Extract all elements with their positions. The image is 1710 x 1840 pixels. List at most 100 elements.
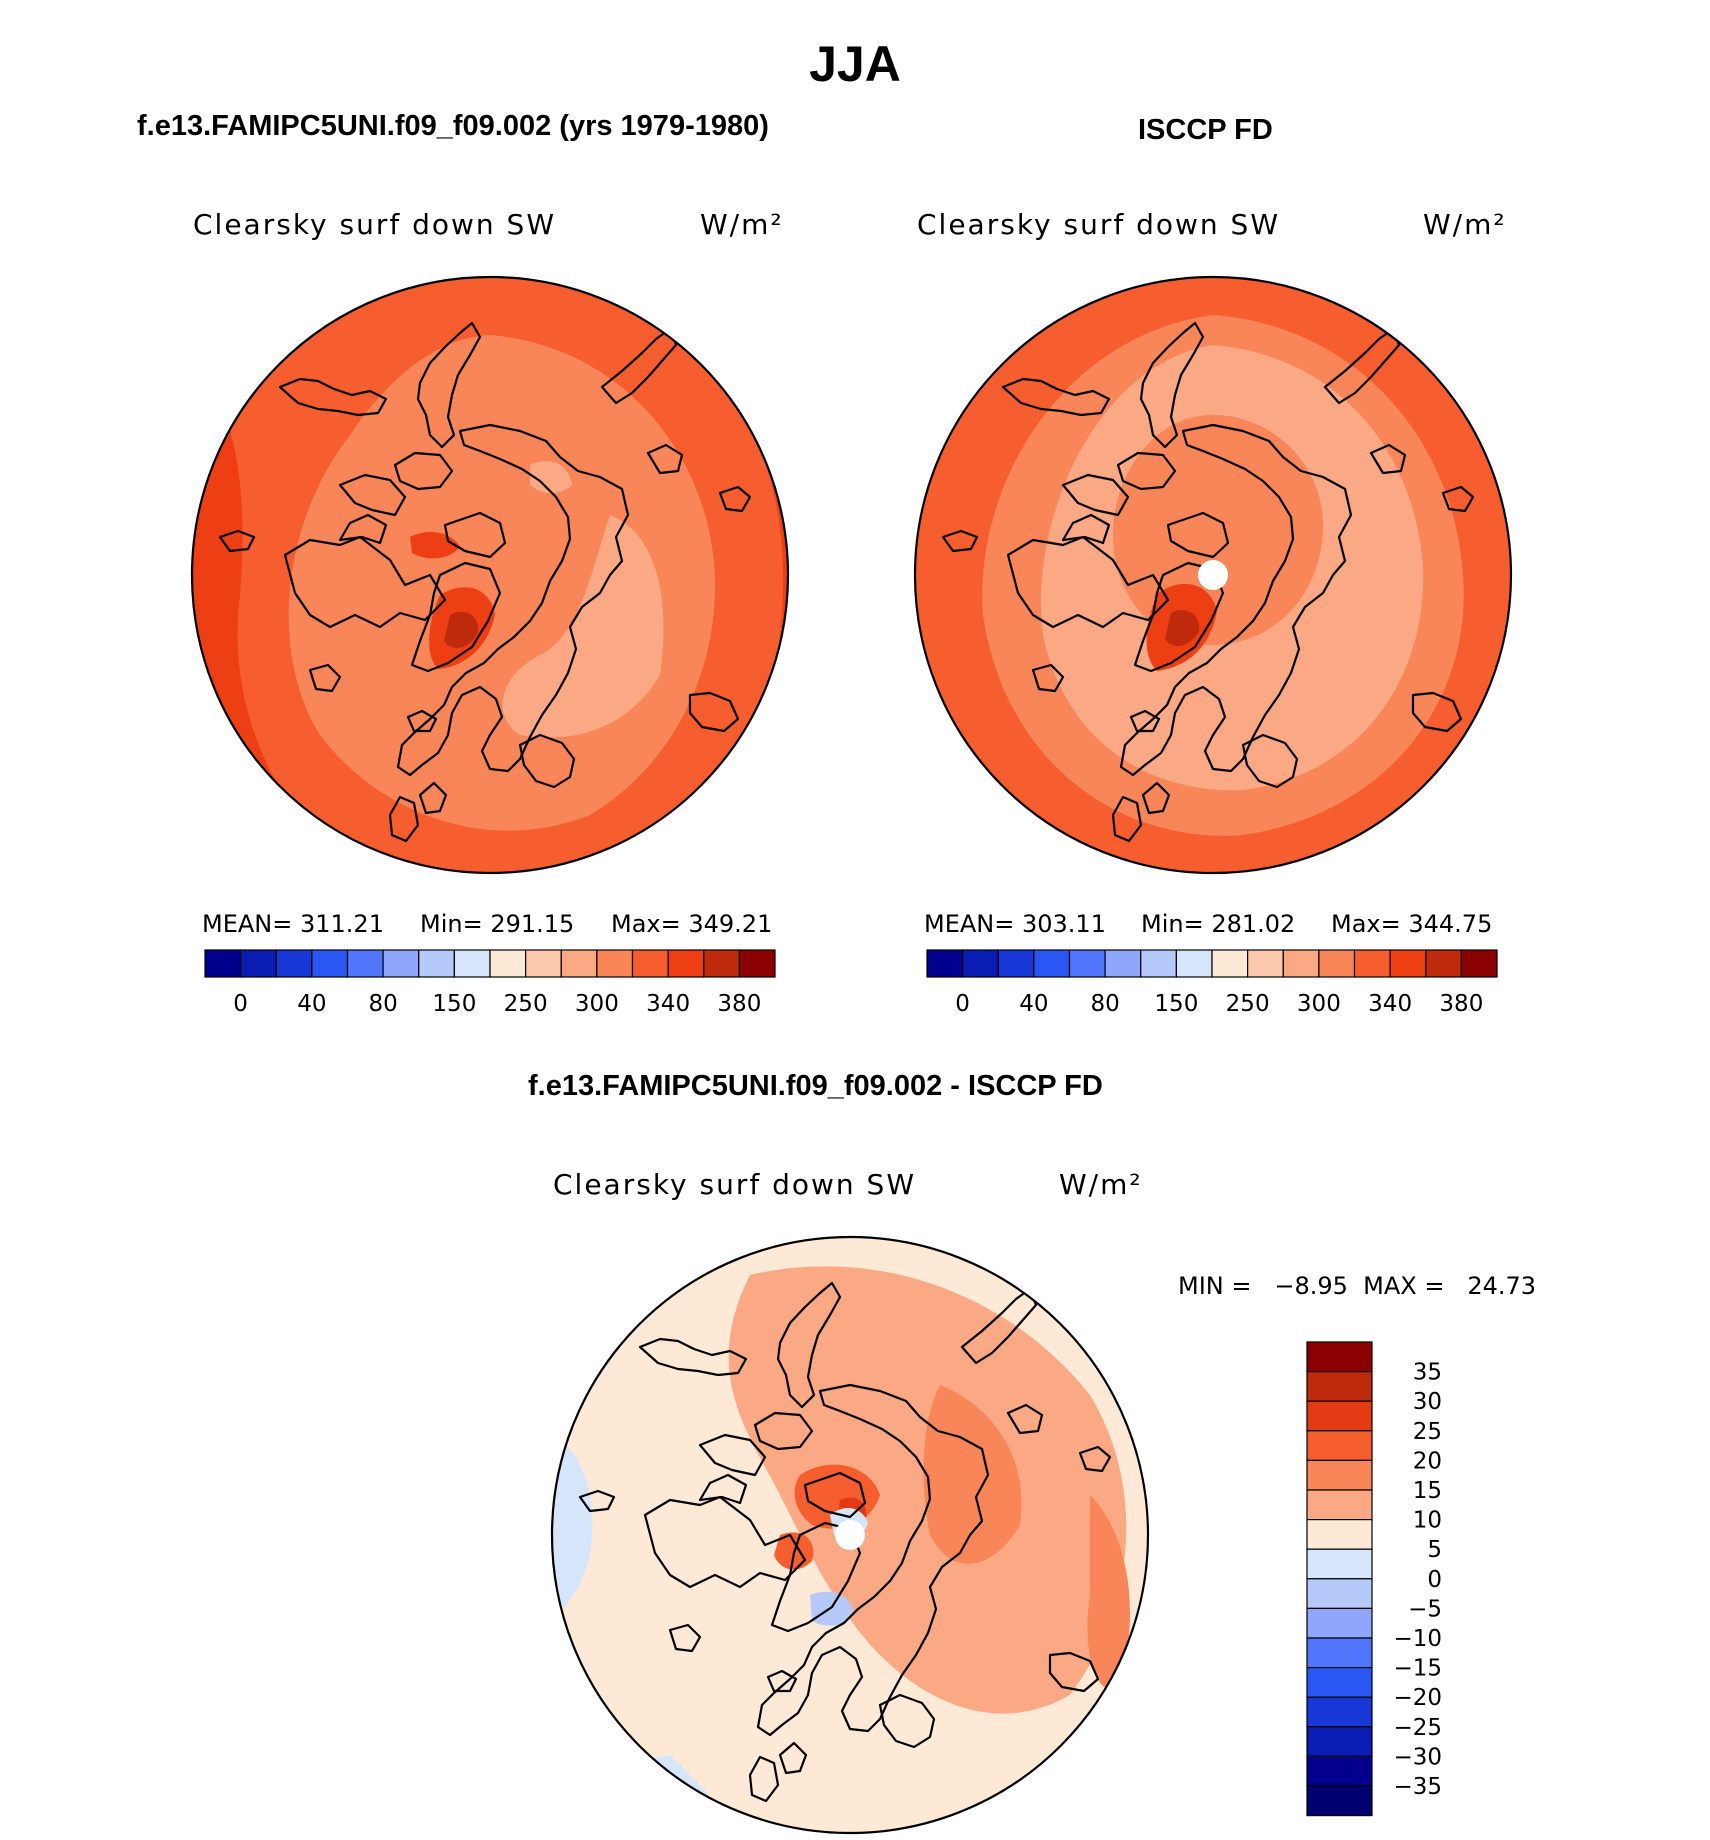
colorbar-3-tick-8: −5 — [1408, 1596, 1442, 1622]
map-2-boundary — [913, 275, 1513, 875]
panel-2-case-title: ISCCP FD — [1138, 114, 1273, 146]
diff-stats: MIN = −8.95 MAX = 24.73 — [1178, 1272, 1537, 1300]
map-3-coastline-4 — [803, 1471, 867, 1519]
colorbar-3-tick-13: −30 — [1393, 1744, 1442, 1770]
panel-2-mean: MEAN= 303.11 — [924, 910, 1106, 938]
season-title: JJA — [809, 36, 901, 92]
panel-2-units: W/m² — [1423, 208, 1507, 241]
panel-1-map — [190, 275, 790, 875]
map-2-coastline-8 — [1119, 423, 1353, 777]
colorbar-1-box-14 — [703, 949, 740, 978]
map-3-coastline-14 — [638, 1337, 748, 1377]
map-1-coastline-17 — [218, 529, 256, 553]
map-1-coastline-14 — [278, 377, 388, 417]
colorbar-2-box-13 — [1389, 949, 1427, 978]
colorbar-2-box-12 — [1353, 949, 1391, 978]
panel-1-max: Max= 349.21 — [611, 910, 773, 938]
panel-2-colorbar: 0 40 80 150 250 300 340 380 — [926, 949, 1498, 1017]
map-1-region-8 — [444, 611, 479, 648]
map-2-coastline-2 — [1061, 473, 1130, 517]
map-3-coastline-16 — [1078, 1445, 1112, 1473]
colorbar-1-tick-6: 340 — [646, 991, 690, 1017]
map-1-coastline-11 — [388, 795, 420, 843]
colorbar-2-box-3 — [1033, 949, 1071, 978]
diff-variable: Clearsky surf down SW — [553, 1168, 917, 1201]
colorbar-2-box-10 — [1282, 949, 1320, 978]
diff-case-title: f.e13.FAMIPC5UNI.f09_f09.002 - ISCCP FD — [528, 1070, 1103, 1102]
panel-1-case-title: f.e13.FAMIPC5UNI.f09_f09.002 (yrs 1979-1… — [137, 110, 769, 142]
map-1-coastline-4 — [443, 511, 507, 559]
colorbar-1-tick-0: 0 — [233, 991, 248, 1017]
colorbar-3-box-7 — [1306, 1548, 1373, 1580]
map-1-coastline-2 — [338, 473, 407, 517]
colorbar-1-tick-5: 300 — [575, 991, 619, 1017]
map-3-region-2 — [923, 1385, 1022, 1564]
colorbar-2-tick-1: 40 — [1019, 991, 1048, 1017]
map-2-coastline-7 — [1139, 321, 1205, 449]
map-3-coastline-9 — [960, 1287, 1038, 1365]
colorbar-1-box-12 — [631, 949, 669, 978]
colorbar-2-box-6 — [1140, 949, 1177, 978]
map-2-coastline-13 — [1031, 663, 1065, 693]
panel-1-min: Min= 291.15 — [420, 910, 575, 938]
colorbar-2-tick-6: 340 — [1368, 991, 1412, 1017]
colorbar-2-tick-0: 0 — [955, 991, 970, 1017]
map-2-coastline-9 — [1323, 327, 1401, 405]
colorbar-3-box-14 — [1306, 1755, 1373, 1787]
panel-1-units: W/m² — [700, 208, 784, 241]
colorbar-2-box-2 — [997, 949, 1035, 978]
colorbar-3-tick-2: 25 — [1413, 1419, 1442, 1445]
map-3-pole-gap — [835, 1520, 865, 1550]
colorbar-3-tick-9: −10 — [1393, 1626, 1442, 1652]
colorbar-1-box-11 — [596, 949, 634, 978]
map-1-coastline-18 — [518, 733, 576, 789]
map-2-coastline-6 — [1129, 709, 1161, 733]
colorbar-3-box-15 — [1306, 1785, 1373, 1817]
map-3-coastline-15 — [1006, 1403, 1044, 1435]
map-1-coastline-7 — [416, 321, 482, 449]
colorbar-1-box-5 — [382, 949, 420, 978]
map-2-coastline-17 — [941, 529, 979, 553]
colorbar-1-box-9 — [525, 949, 562, 978]
colorbar-3-box-2 — [1306, 1400, 1373, 1432]
panel-1-colorbar: 0 40 80 150 250 300 340 380 — [204, 949, 776, 1017]
colorbar-1-box-8 — [489, 949, 527, 978]
colorbar-2-box-11 — [1318, 949, 1356, 978]
colorbar-1-box-3 — [311, 949, 349, 978]
colorbar-1-tick-1: 40 — [297, 991, 326, 1017]
colorbar-1-box-1 — [240, 949, 277, 978]
colorbar-2-box-8 — [1211, 949, 1249, 978]
map-3-coastline-8 — [756, 1383, 990, 1737]
map-3-coastline-6 — [766, 1669, 798, 1693]
colorbar-3-box-5 — [1306, 1489, 1373, 1521]
map-3-coastline-2 — [698, 1433, 767, 1477]
colorbar-3-tick-10: −15 — [1393, 1656, 1442, 1682]
colorbar-3-box-3 — [1306, 1430, 1373, 1462]
map-1-coastline-0 — [283, 535, 447, 629]
colorbar-3-box-9 — [1306, 1607, 1373, 1639]
map-1-coastline-6 — [406, 709, 438, 733]
diff-map — [550, 1235, 1150, 1835]
map-2-coastline-10 — [1411, 691, 1463, 733]
colorbar-3-box-12 — [1306, 1696, 1373, 1728]
map-2-coastline-15 — [1369, 443, 1407, 475]
colorbar-3-tick-14: −35 — [1393, 1774, 1442, 1800]
map-1-coastline-13 — [308, 663, 342, 693]
colorbar-3-tick-0: 35 — [1413, 1360, 1442, 1386]
colorbar-1-tick-3: 150 — [432, 991, 476, 1017]
colorbar-3-tick-5: 10 — [1413, 1508, 1442, 1534]
colorbar-3-tick-1: 30 — [1413, 1389, 1442, 1415]
map-1-coastline-5 — [410, 561, 502, 673]
map-3-coastline-13 — [668, 1623, 702, 1653]
map-2-region-7 — [1165, 610, 1200, 646]
colorbar-3-tick-6: 5 — [1427, 1537, 1442, 1563]
map-3-region-7 — [552, 1435, 593, 1615]
map-1-coastline-12 — [418, 781, 448, 815]
map-2-coastline-0 — [1006, 535, 1170, 629]
map-3-coastline-17 — [578, 1489, 616, 1513]
colorbar-3-box-8 — [1306, 1578, 1373, 1610]
map-1-coastline-15 — [646, 443, 684, 475]
colorbar-3-tick-11: −20 — [1393, 1685, 1442, 1711]
map-3-coastline-18 — [878, 1693, 936, 1749]
panel-2-variable: Clearsky surf down SW — [917, 208, 1281, 241]
